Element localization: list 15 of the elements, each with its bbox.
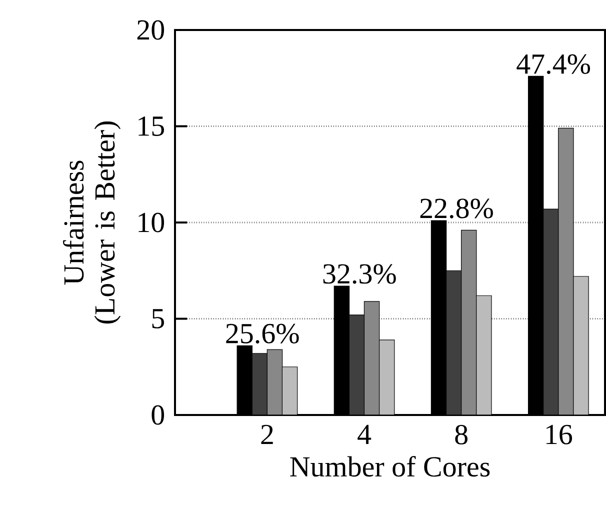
annotation: 25.6%	[226, 324, 299, 344]
annotation: 32.3%	[323, 264, 396, 284]
y-axis-title: Unfairness (Lower is Better)	[63, 122, 121, 324]
x-tick-label: 16	[546, 424, 572, 444]
x-tick-label: 8	[455, 424, 468, 444]
x-tick-label: 2	[261, 424, 273, 444]
y-tick-label: 20	[137, 20, 164, 40]
annotation: 47.4%	[516, 54, 590, 74]
x-axis-title: Number of Cores	[290, 456, 490, 477]
y-tick-label: 5	[152, 309, 164, 328]
annotation: 22.8%	[420, 198, 493, 218]
y-tick-label: 15	[138, 116, 164, 136]
y-tick-label: 0	[152, 405, 164, 425]
x-tick-label: 4	[358, 424, 372, 444]
y-tick-label: 10	[138, 212, 164, 232]
